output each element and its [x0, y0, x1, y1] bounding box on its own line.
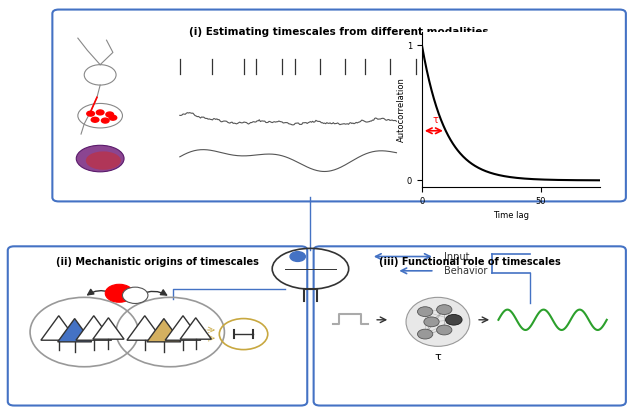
Text: (ii) Mechanistic origins of timescales: (ii) Mechanistic origins of timescales	[56, 256, 259, 266]
Circle shape	[417, 329, 433, 339]
Circle shape	[445, 314, 462, 325]
Polygon shape	[76, 316, 111, 340]
Circle shape	[122, 287, 148, 303]
Circle shape	[446, 315, 461, 325]
Circle shape	[105, 284, 133, 302]
Polygon shape	[165, 316, 201, 340]
Ellipse shape	[86, 151, 121, 170]
Circle shape	[290, 252, 305, 261]
Text: Input: Input	[444, 252, 470, 261]
Polygon shape	[147, 319, 181, 342]
Polygon shape	[180, 318, 211, 339]
Text: (iii) Functional role of timescales: (iii) Functional role of timescales	[379, 256, 561, 266]
Circle shape	[424, 317, 439, 327]
Circle shape	[106, 112, 113, 117]
Circle shape	[97, 110, 104, 115]
Ellipse shape	[76, 145, 124, 172]
Polygon shape	[41, 316, 77, 340]
Circle shape	[417, 307, 433, 316]
Text: Behavior: Behavior	[444, 266, 488, 276]
Circle shape	[436, 325, 452, 335]
Text: τ: τ	[435, 353, 441, 363]
Polygon shape	[93, 318, 124, 339]
Polygon shape	[127, 316, 163, 340]
FancyBboxPatch shape	[314, 246, 626, 406]
Circle shape	[101, 118, 109, 123]
FancyBboxPatch shape	[52, 9, 626, 201]
FancyBboxPatch shape	[8, 246, 307, 406]
Circle shape	[87, 111, 95, 116]
Circle shape	[109, 115, 116, 120]
Text: (i) Estimating timescales from different modalities: (i) Estimating timescales from different…	[189, 27, 489, 37]
Ellipse shape	[406, 297, 470, 346]
Circle shape	[92, 117, 99, 122]
Circle shape	[436, 305, 452, 314]
Polygon shape	[58, 319, 92, 342]
